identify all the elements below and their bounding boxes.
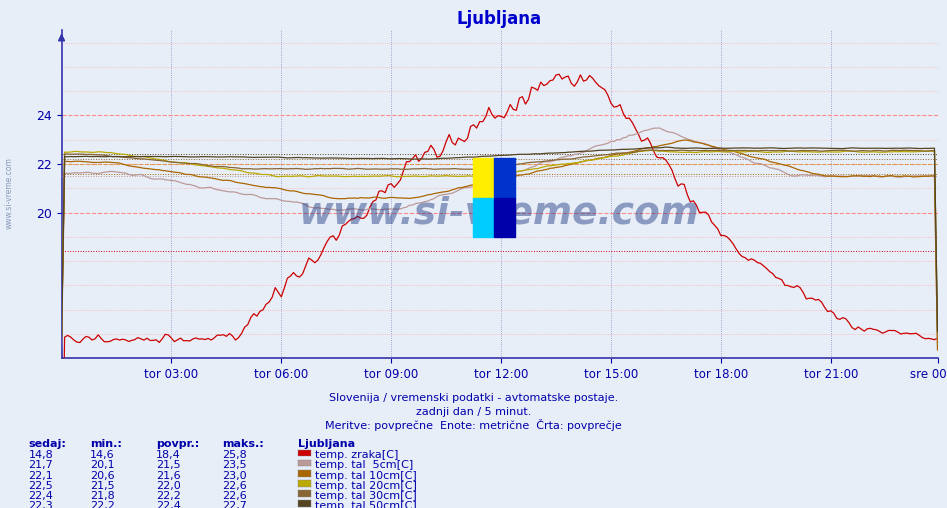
Text: 23,5: 23,5 [223,460,247,470]
Text: temp. tal 50cm[C]: temp. tal 50cm[C] [315,501,417,508]
Text: www.si-vreme.com: www.si-vreme.com [5,157,14,229]
Text: 22,4: 22,4 [28,491,53,501]
Bar [474,198,494,237]
Text: 21,5: 21,5 [90,481,115,491]
Text: temp. tal 10cm[C]: temp. tal 10cm[C] [315,470,417,481]
Text: temp. tal 20cm[C]: temp. tal 20cm[C] [315,481,418,491]
Text: 22,1: 22,1 [28,470,53,481]
Text: zadnji dan / 5 minut.: zadnji dan / 5 minut. [416,407,531,417]
Text: 21,6: 21,6 [156,470,181,481]
Text: 23,0: 23,0 [223,470,247,481]
Text: 22,2: 22,2 [156,491,181,501]
Text: sedaj:: sedaj: [28,439,66,449]
Text: Ljubljana: Ljubljana [298,439,355,449]
Text: 21,8: 21,8 [90,491,115,501]
Text: 22,6: 22,6 [223,491,247,501]
Text: 20,6: 20,6 [90,470,115,481]
Text: temp. tal  5cm[C]: temp. tal 5cm[C] [315,460,414,470]
Text: www.si-vreme.com: www.si-vreme.com [299,196,700,232]
Text: 20,1: 20,1 [90,460,115,470]
Text: 22,3: 22,3 [28,501,53,508]
Text: 22,6: 22,6 [223,481,247,491]
Text: 22,7: 22,7 [223,501,247,508]
Text: Slovenija / vremenski podatki - avtomatske postaje.: Slovenija / vremenski podatki - avtomats… [329,393,618,403]
Text: maks.:: maks.: [223,439,264,449]
Bar [494,158,515,198]
Text: 18,4: 18,4 [156,450,181,460]
Title: Ljubljana: Ljubljana [457,10,542,27]
Text: 22,2: 22,2 [90,501,115,508]
Text: min.:: min.: [90,439,122,449]
Text: 22,5: 22,5 [28,481,53,491]
Text: 14,8: 14,8 [28,450,53,460]
Text: 25,8: 25,8 [223,450,247,460]
Text: 21,5: 21,5 [156,460,181,470]
Text: temp. tal 30cm[C]: temp. tal 30cm[C] [315,491,417,501]
Text: Meritve: povprečne  Enote: metrične  Črta: povprečje: Meritve: povprečne Enote: metrične Črta:… [325,419,622,431]
Text: 14,6: 14,6 [90,450,115,460]
Bar [474,158,494,198]
Text: povpr.:: povpr.: [156,439,200,449]
Text: 21,7: 21,7 [28,460,53,470]
Text: temp. zraka[C]: temp. zraka[C] [315,450,399,460]
Text: 22,0: 22,0 [156,481,181,491]
Text: 22,4: 22,4 [156,501,181,508]
Bar [494,198,515,237]
